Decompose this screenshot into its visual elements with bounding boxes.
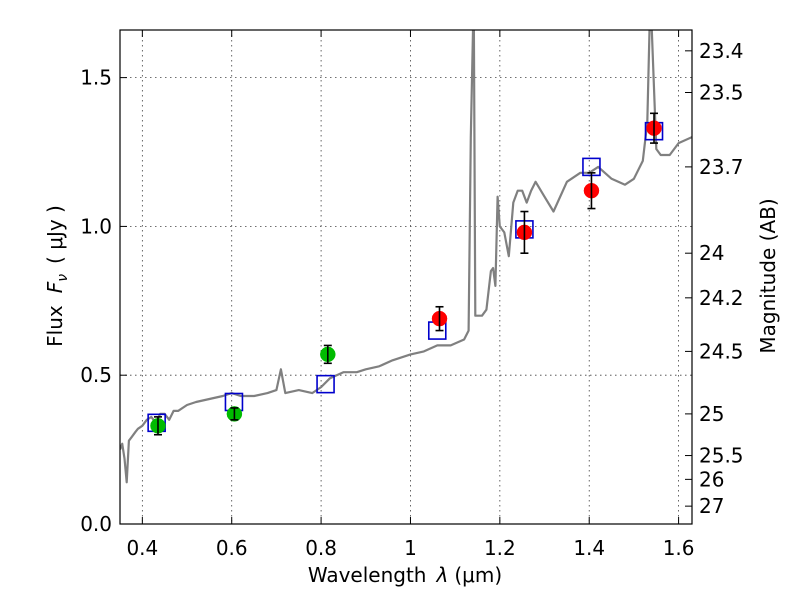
x-tick-label: 1.4 bbox=[573, 536, 605, 560]
magnitude-tick-label: 23.5 bbox=[699, 80, 744, 104]
x-axis-label: Wavelength λ (μm) bbox=[308, 563, 502, 587]
x-tick-label: 1 bbox=[404, 536, 417, 560]
y-tick-label: 1.0 bbox=[80, 214, 112, 238]
y-axis-label-subscript: ν bbox=[55, 274, 71, 282]
x-axis-label-unit: (μm) bbox=[454, 563, 502, 587]
magnitude-tick-label: 24.2 bbox=[699, 286, 744, 310]
spectrum-line bbox=[120, 30, 692, 484]
y-tick-label: 1.5 bbox=[80, 66, 112, 90]
x-tick-label: 1.6 bbox=[663, 536, 695, 560]
magnitude-tick-label: 27 bbox=[699, 494, 724, 518]
magnitude-tick-label: 23.7 bbox=[699, 155, 744, 179]
magnitude-tick-label: 23.4 bbox=[699, 39, 744, 63]
magnitude-tick-label: 24.5 bbox=[699, 339, 744, 363]
model-photometry-square bbox=[316, 374, 335, 394]
magnitude-tick-label: 26 bbox=[699, 467, 724, 491]
x-tick-label: 0.4 bbox=[126, 536, 158, 560]
x-axis-label-prefix: Wavelength bbox=[308, 563, 427, 587]
y-axis-label: Flux Fν ( μJy ) bbox=[43, 205, 71, 347]
y-tick-label: 0.5 bbox=[80, 363, 112, 387]
y-axis-label-prefix: Flux bbox=[43, 305, 67, 347]
y-axis-label-unit: ( μJy ) bbox=[43, 205, 67, 264]
x-tick-label: 0.8 bbox=[305, 536, 337, 560]
x-axis-label-symbol: λ bbox=[436, 563, 449, 587]
plot-frame bbox=[119, 29, 693, 525]
magnitude-tick-label: 24 bbox=[699, 241, 724, 265]
x-tick-label: 1.2 bbox=[484, 536, 516, 560]
y-tick-label: 0.0 bbox=[80, 512, 112, 536]
spectrum-layer bbox=[120, 30, 692, 484]
points-layer bbox=[147, 112, 664, 436]
magnitude-axis-label: Magnitude (AB) bbox=[756, 198, 780, 353]
magnitude-tick-label: 25.5 bbox=[699, 444, 744, 468]
x-tick-label: 0.6 bbox=[216, 536, 248, 560]
grid-lines bbox=[120, 30, 692, 525]
y-axis-label-symbol: F bbox=[43, 281, 67, 293]
tick-layer: 0.4 0.6 0.8 1 1.2 1.4 1.6 0.0 0.5 1.0 1.5 23.4 23.5 2… bbox=[80, 30, 744, 560]
magnitude-tick-label: 25 bbox=[699, 402, 724, 426]
